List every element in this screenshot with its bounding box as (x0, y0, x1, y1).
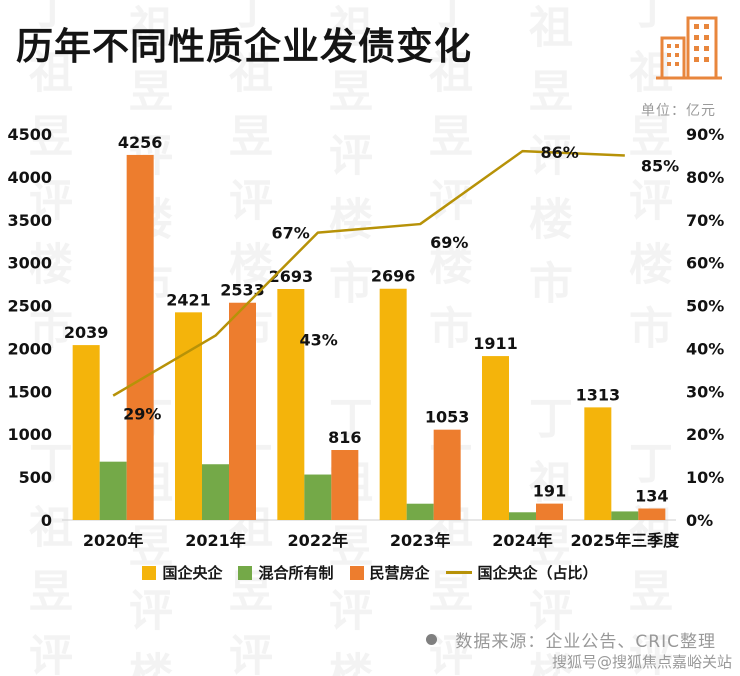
x-axis-label: 2020年 (83, 531, 144, 550)
bar (72, 345, 100, 520)
bar (331, 450, 359, 520)
bar-value-label: 2039 (64, 323, 109, 342)
bar-value-label: 1911 (473, 334, 518, 353)
bar (304, 474, 332, 520)
bar (126, 154, 154, 520)
trend-point-label: 29% (123, 405, 161, 424)
data-source-text: 数据来源：企业公告、CRIC整理 (455, 632, 716, 652)
y-axis-tick-right: 90% (686, 125, 724, 144)
x-axis-label: 2023年 (390, 531, 451, 550)
legend-item: 混合所有制 (238, 562, 334, 583)
legend-label: 国企央企（占比） (477, 564, 598, 582)
source-row: 数据来源：企业公告、CRIC整理 (426, 627, 716, 652)
bar (536, 503, 563, 520)
y-axis-tick-left: 500 (19, 468, 52, 487)
trend-point-label: 69% (430, 233, 468, 252)
bar-value-label: 2533 (220, 281, 265, 300)
bar-value-label: 1313 (576, 385, 621, 404)
bar (433, 429, 461, 520)
bar-value-label: 134 (635, 487, 668, 506)
bar-value-label: 191 (533, 482, 566, 501)
y-axis-tick-right: 10% (686, 468, 724, 487)
y-axis-tick-right: 80% (686, 168, 724, 187)
y-axis-tick-right: 20% (686, 425, 724, 444)
legend-item: 民营房企 (349, 562, 430, 583)
legend-item: 国企央企（占比） (445, 562, 598, 583)
x-axis-label: 2021年 (185, 531, 246, 550)
y-axis-tick-left: 1000 (7, 425, 52, 444)
trend-point-label: 43% (300, 331, 338, 350)
bar-value-label: 816 (328, 428, 361, 447)
bar-value-label: 2696 (371, 267, 416, 286)
bar (406, 503, 434, 520)
y-axis-tick-left: 0 (41, 511, 52, 530)
bar (99, 461, 127, 520)
x-axis-label: 2025年三季度 (571, 531, 681, 550)
x-axis-label: 2024年 (492, 531, 553, 550)
bar-value-label: 4256 (118, 133, 163, 152)
trend-point-label: 85% (641, 156, 679, 175)
y-axis-tick-right: 40% (686, 339, 724, 358)
bar (584, 407, 612, 520)
x-axis-label: 2022年 (288, 531, 349, 550)
y-axis-tick-left: 2500 (7, 297, 52, 316)
y-axis-tick-left: 3000 (7, 254, 52, 273)
bar (509, 512, 536, 520)
legend-swatch-icon (238, 565, 253, 580)
trend-point-label: 86% (541, 143, 579, 162)
legend-swatch-icon (349, 565, 364, 580)
y-axis-tick-left: 4500 (7, 125, 52, 144)
y-axis-tick-right: 30% (686, 382, 724, 401)
bar (638, 508, 666, 520)
bond-issuance-chart: 0 500 1000 1500 2000 2500 3000 3500 4000 4500 0% 10… (7, 125, 724, 550)
bar (202, 464, 229, 520)
bar (482, 356, 509, 520)
source-bullet-icon (426, 634, 438, 645)
chart-legend: 国企央企 混合所有制 民营房企 国企央企（占比） (0, 562, 740, 583)
bar (277, 289, 305, 520)
y-axis-tick-left: 3500 (7, 211, 52, 230)
sohu-watermark: 搜狐号@搜狐焦点嘉峪关站 (551, 653, 732, 671)
trend-line (112, 149, 625, 397)
building-icon (656, 16, 722, 80)
legend-label: 国企央企 (162, 564, 223, 582)
bar (379, 288, 407, 520)
legend-item: 国企央企 (142, 562, 222, 583)
bar (611, 511, 639, 520)
trend-point-label: 67% (272, 224, 310, 243)
y-axis-tick-right: 60% (686, 254, 724, 273)
bar (229, 302, 256, 520)
y-axis-tick-right: 0% (686, 511, 713, 530)
unit-label: 单位：亿元 (641, 103, 716, 119)
legend-swatch-icon (142, 565, 157, 580)
y-axis-tick-left: 1500 (7, 382, 52, 401)
bar (175, 312, 202, 520)
page-title: 历年不同性质企业发债变化 (16, 25, 472, 68)
legend-label: 民营房企 (369, 564, 430, 582)
y-axis-tick-left: 4000 (7, 168, 52, 187)
legend-label: 混合所有制 (258, 564, 334, 582)
bar-value-label: 2421 (166, 290, 211, 309)
y-axis-tick-right: 50% (686, 297, 724, 316)
y-axis-tick-left: 2000 (7, 339, 52, 358)
y-axis-tick-right: 70% (686, 211, 724, 230)
legend-line-icon (445, 571, 472, 574)
bar-value-label: 1053 (425, 408, 470, 427)
